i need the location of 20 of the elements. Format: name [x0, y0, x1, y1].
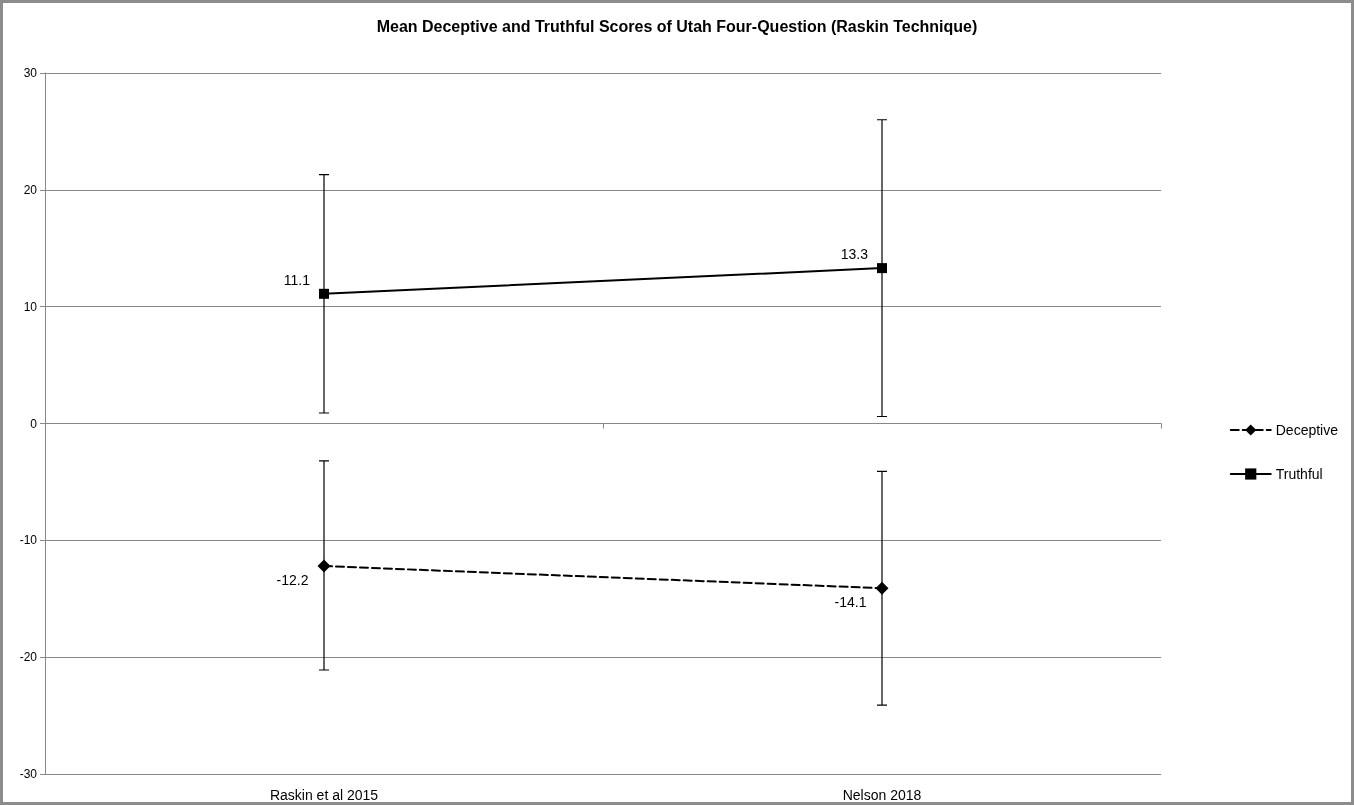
y-tick-label: 20 [23, 182, 38, 197]
y-tick-label: 0 [30, 416, 38, 431]
y-tick-label: -10 [19, 533, 38, 548]
data-label: -12.2 [276, 572, 309, 589]
x-tick-label: Raskin et al 2015 [269, 787, 379, 803]
x-tick-label: Nelson 2018 [842, 787, 922, 803]
legend-label: Deceptive [1275, 422, 1339, 438]
point [875, 581, 889, 595]
data-label: 13.3 [840, 246, 869, 263]
data-label: 11.1 [283, 271, 311, 288]
y-tick-label: 10 [23, 299, 38, 314]
point [319, 288, 329, 299]
y-tick-label: -20 [19, 650, 38, 665]
point [877, 263, 887, 274]
chart-title: Mean Deceptive and Truthful Scores of Utah Four-Question (Raskin Technique) [376, 17, 978, 35]
data-label: -14.1 [834, 594, 867, 611]
point [317, 559, 331, 573]
legend-label: Truthful [1275, 466, 1323, 482]
y-tick-label: 30 [23, 66, 38, 80]
y-tick-label: -30 [19, 767, 38, 781]
